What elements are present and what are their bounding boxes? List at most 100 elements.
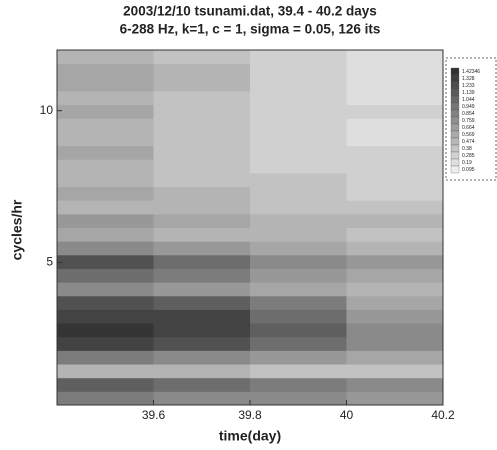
x-axis-label: time(day) xyxy=(219,428,281,444)
colorbar-swatch xyxy=(450,81,460,90)
heat-cell xyxy=(346,323,444,338)
heat-cell xyxy=(250,145,347,160)
heat-cell xyxy=(153,131,251,147)
heat-cell xyxy=(57,131,154,147)
heat-cell xyxy=(346,227,444,242)
colorbar-swatch xyxy=(450,137,460,146)
heat-cell xyxy=(57,104,154,119)
heat-cell xyxy=(57,159,154,174)
x-tick-label: 39.8 xyxy=(238,408,262,422)
heat-cell xyxy=(250,364,347,379)
heat-cell xyxy=(250,131,347,147)
heat-cell xyxy=(153,200,251,215)
heat-cell xyxy=(250,323,347,338)
x-tick-label: 40 xyxy=(340,408,354,422)
heat-cell xyxy=(346,391,444,406)
heat-cell xyxy=(250,336,347,351)
heat-cell xyxy=(250,172,347,188)
colorbar-swatch xyxy=(450,165,460,174)
y-tick-label: 10 xyxy=(40,103,54,117)
colorbar-swatch xyxy=(450,74,460,83)
colorbar-swatch xyxy=(450,116,460,125)
heat-cell xyxy=(153,159,251,174)
heat-cell xyxy=(57,118,154,133)
heat-cell xyxy=(250,391,347,406)
heat-cell xyxy=(153,241,251,256)
heat-cell xyxy=(153,282,251,297)
heat-cell xyxy=(250,282,347,297)
colorbar-swatch xyxy=(450,88,460,97)
colorbar-label: 1.233 xyxy=(462,83,475,89)
heat-cell xyxy=(346,295,444,310)
heat-cell xyxy=(57,364,154,379)
colorbar-swatch xyxy=(450,109,460,118)
heat-cell xyxy=(346,172,444,188)
heat-cell xyxy=(346,90,444,106)
heat-cell xyxy=(250,227,347,242)
heat-cell xyxy=(346,186,444,201)
heat-cell xyxy=(57,323,154,338)
heat-cell xyxy=(57,213,154,228)
heat-cell xyxy=(57,172,154,188)
heat-cell xyxy=(153,213,251,228)
heat-cell xyxy=(346,63,444,78)
heat-cell xyxy=(346,159,444,174)
heat-cell xyxy=(346,350,444,365)
x-tick-label: 39.6 xyxy=(142,408,166,422)
colorbar-swatch xyxy=(450,130,460,139)
colorbar-label: 1.139 xyxy=(462,90,475,96)
heat-cell xyxy=(57,77,154,92)
heat-cell xyxy=(250,50,347,65)
heat-cell xyxy=(153,77,251,92)
heat-cell xyxy=(57,50,154,65)
colorbar-label: 1.044 xyxy=(462,97,475,103)
colorbar-label: 0.285 xyxy=(462,153,475,159)
colorbar-swatch xyxy=(450,95,460,104)
heat-cell xyxy=(250,295,347,310)
heat-cell xyxy=(57,336,154,351)
heat-cell xyxy=(153,364,251,379)
colorbar-swatch xyxy=(450,123,460,132)
heat-cell xyxy=(153,268,251,283)
colorbar-label: 0.949 xyxy=(462,104,475,110)
heat-cell xyxy=(153,63,251,78)
heat-cell xyxy=(346,77,444,92)
heat-cell xyxy=(153,350,251,365)
heat-cell xyxy=(153,254,251,269)
heat-cell xyxy=(57,186,154,201)
heat-cell xyxy=(250,213,347,228)
y-axis-label: cycles/hr xyxy=(9,199,25,260)
heat-cell xyxy=(153,309,251,324)
heat-cell xyxy=(57,350,154,365)
heat-cell xyxy=(346,118,444,133)
heat-cell xyxy=(153,391,251,406)
colorbar-label: 0.095 xyxy=(462,167,475,173)
heat-cell xyxy=(250,377,347,392)
heat-cell xyxy=(153,336,251,351)
heat-cell xyxy=(153,323,251,338)
heat-cell xyxy=(153,186,251,201)
heat-cell xyxy=(250,77,347,92)
colorbar-swatch xyxy=(450,144,460,153)
heat-cell xyxy=(250,309,347,324)
heat-cell xyxy=(250,159,347,174)
heat-cell xyxy=(250,104,347,119)
heat-cell xyxy=(57,295,154,310)
heat-cell xyxy=(57,377,154,392)
heat-cell xyxy=(250,63,347,78)
heat-cell xyxy=(346,268,444,283)
heat-cell xyxy=(153,227,251,242)
heat-cell xyxy=(250,186,347,201)
colorbar-label: 0.474 xyxy=(462,139,475,145)
heat-cell xyxy=(346,309,444,324)
heat-cell xyxy=(57,200,154,215)
heat-cell xyxy=(250,241,347,256)
heat-cell xyxy=(57,268,154,283)
colorbar-label: 1.42346 xyxy=(462,69,480,75)
heat-cell xyxy=(153,104,251,119)
colorbar-label: 0.19 xyxy=(462,160,472,166)
heat-cell xyxy=(250,200,347,215)
heat-cell xyxy=(57,63,154,78)
